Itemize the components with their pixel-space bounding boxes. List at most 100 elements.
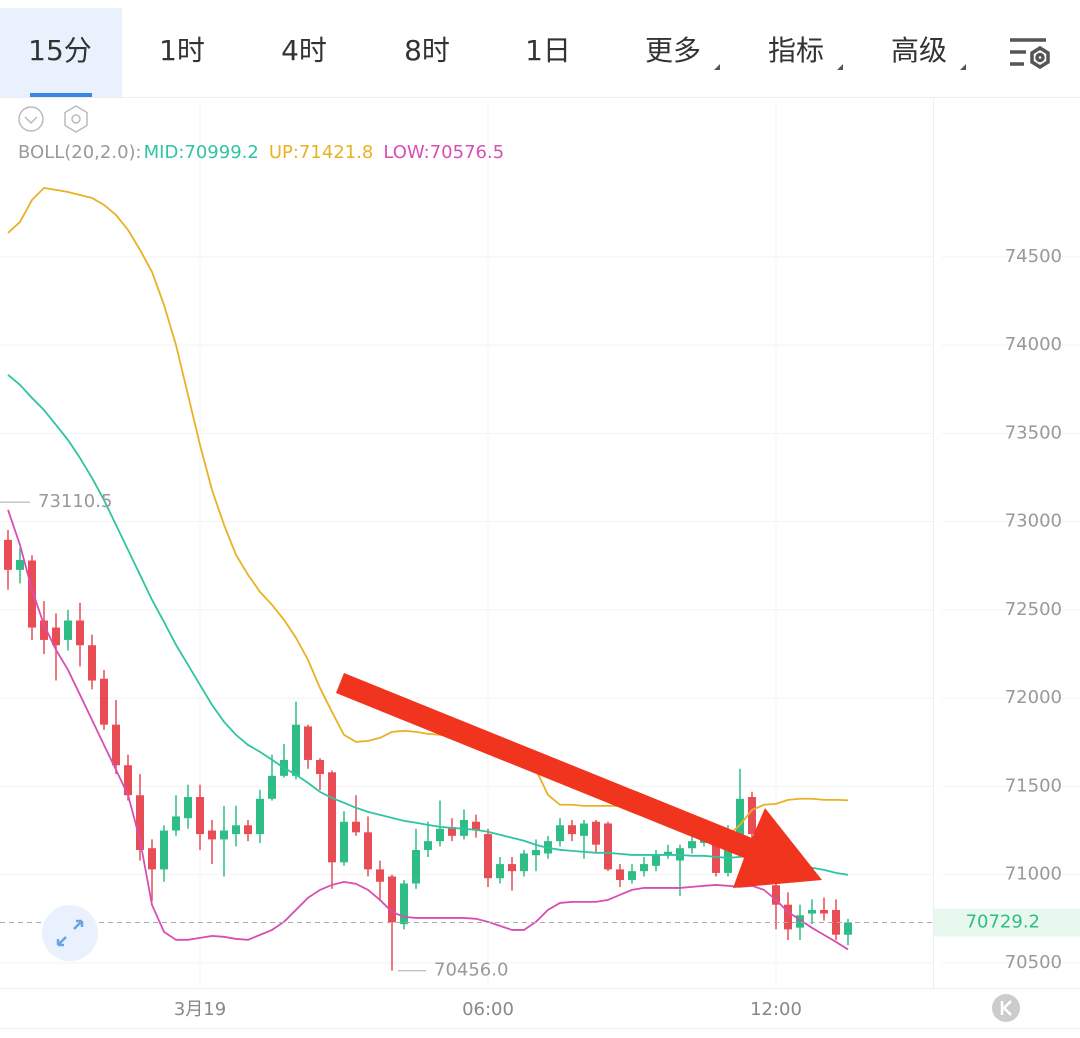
tab[interactable]: 高级 xyxy=(891,34,947,67)
candle-body xyxy=(520,853,528,872)
candle-body xyxy=(256,798,264,835)
tab[interactable]: 8时 xyxy=(404,34,450,67)
candle-body xyxy=(388,876,396,923)
indicator-settings-icon[interactable] xyxy=(64,105,88,133)
settings-icon[interactable] xyxy=(1010,38,1050,70)
candle-body xyxy=(724,834,732,873)
candle-body xyxy=(532,849,540,856)
scroll-latest-button[interactable] xyxy=(992,994,1020,1022)
candle-body xyxy=(604,823,612,870)
candle-body xyxy=(292,724,300,776)
candle-body xyxy=(400,883,408,925)
candle-body xyxy=(640,864,648,872)
y-tick-label: 70500 xyxy=(1005,952,1062,973)
indicator-settings-dot xyxy=(71,114,81,124)
candle-body xyxy=(568,825,576,835)
candle-body xyxy=(4,539,12,570)
tab[interactable]: 15分 xyxy=(28,34,92,67)
candle-body xyxy=(688,841,696,849)
candle-body xyxy=(424,841,432,850)
toolbar xyxy=(0,0,1080,97)
legend-entry: MID:70999.2 xyxy=(144,142,259,163)
collapse-chevron xyxy=(24,116,38,125)
x-tick-label: 3月19 xyxy=(174,999,226,1020)
candle-body xyxy=(88,645,96,681)
candle-body xyxy=(328,772,336,863)
candle-body xyxy=(808,909,816,914)
candle-body xyxy=(796,915,804,928)
boll-line xyxy=(7,509,849,951)
candle-body xyxy=(220,830,228,840)
annotation-arrow xyxy=(336,673,822,888)
y-tick-label: 74000 xyxy=(1005,334,1062,355)
candle-body xyxy=(436,828,444,842)
low-marker-label: 70456.0 xyxy=(434,960,508,981)
candle-body xyxy=(244,825,252,835)
candle-body xyxy=(172,816,180,831)
x-tick-label: 12:00 xyxy=(750,999,802,1020)
y-tick-label: 72000 xyxy=(1005,687,1062,708)
candle-body xyxy=(232,825,240,835)
candle-body xyxy=(628,871,636,880)
candle-body xyxy=(616,869,624,880)
candle-body xyxy=(580,823,588,836)
y-tick-label: 71000 xyxy=(1005,864,1062,885)
boll-line xyxy=(7,374,849,876)
candle-body xyxy=(316,759,324,775)
candle-body xyxy=(832,909,840,935)
candle-body xyxy=(340,821,348,863)
legend-entry: UP:71421.8 xyxy=(269,142,374,163)
candle-body xyxy=(820,909,828,914)
collapse-icon[interactable] xyxy=(18,106,44,132)
candle-body xyxy=(352,821,360,833)
candle-body xyxy=(748,797,756,835)
candle-body xyxy=(148,848,156,870)
y-tick-label: 73500 xyxy=(1005,422,1062,443)
candle-body xyxy=(184,797,192,819)
y-tick-label: 71500 xyxy=(1005,775,1062,796)
candle-body xyxy=(508,864,516,872)
candle-body xyxy=(652,855,660,866)
legend-entry: LOW:70576.5 xyxy=(383,142,504,163)
candle-body xyxy=(736,798,744,836)
tab[interactable]: 4时 xyxy=(281,34,327,67)
candle-body xyxy=(772,885,780,905)
plot: 70500 71000 71500 72000 72500 73000 73500 74000… xyxy=(0,100,1080,1020)
candle-body xyxy=(76,620,84,646)
y-tick-label: 73000 xyxy=(1005,511,1062,532)
tab[interactable]: 更多 xyxy=(645,34,701,67)
last-price-label: 70729.2 xyxy=(966,911,1040,932)
candle-body xyxy=(844,922,852,935)
candle-body xyxy=(784,904,792,930)
candle-body xyxy=(304,726,312,760)
candle-body xyxy=(136,795,144,850)
candle-body xyxy=(52,627,60,646)
tabs: 15分 1时 4时 8时 1日 更多 指标 高级 xyxy=(28,34,947,67)
scroll-latest-icon xyxy=(1000,1000,1012,1016)
candle-body xyxy=(196,797,204,835)
tab[interactable]: 1日 xyxy=(525,34,571,67)
candle-body xyxy=(592,821,600,845)
candle-body xyxy=(160,830,168,870)
candle-body xyxy=(40,620,48,640)
candle-body xyxy=(484,834,492,879)
candle-body xyxy=(28,560,36,628)
high-marker-label: 73110.5 xyxy=(38,491,112,512)
candle-body xyxy=(556,825,564,842)
y-tick-label: 74500 xyxy=(1005,246,1062,267)
candle-body xyxy=(664,851,672,856)
candle-body xyxy=(496,864,504,879)
candle-body xyxy=(100,678,108,725)
candle-body xyxy=(64,620,72,640)
active-tab-bg xyxy=(0,8,122,97)
candle-body xyxy=(712,835,720,873)
tab[interactable]: 1时 xyxy=(159,34,205,67)
candle-body xyxy=(124,765,132,796)
candle-body xyxy=(268,775,276,799)
tab[interactable]: 指标 xyxy=(768,34,824,67)
candle-body xyxy=(208,830,216,840)
expand-button[interactable] xyxy=(42,905,98,961)
candle-body xyxy=(472,821,480,831)
